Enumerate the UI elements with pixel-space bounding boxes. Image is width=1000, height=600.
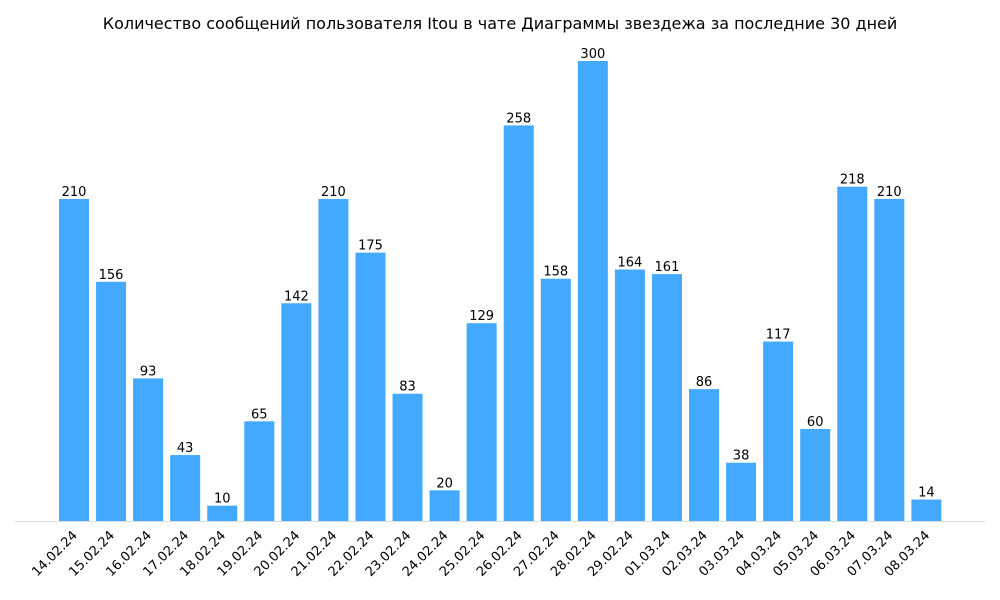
- bar-25.02.24: [466, 323, 497, 521]
- bar-23.02.24: [392, 393, 423, 521]
- value-label: 156: [99, 268, 124, 283]
- value-label: 218: [840, 173, 865, 188]
- value-label: 38: [733, 449, 750, 464]
- bar-14.02.24: [59, 199, 89, 521]
- value-label: 161: [655, 260, 680, 275]
- value-label: 210: [321, 185, 346, 200]
- value-label: 65: [251, 407, 268, 422]
- value-labels-group: 210 156 93 43 10 65 142 210 175 83 20 129 258 158 300 1…: [62, 47, 935, 507]
- value-label: 158: [543, 265, 568, 280]
- bar-03.03.24: [726, 462, 757, 521]
- value-label: 164: [617, 256, 642, 271]
- bar-27.02.24: [540, 278, 571, 521]
- value-label: 20: [436, 476, 453, 491]
- bar-18.02.24: [207, 505, 238, 521]
- value-label: 86: [696, 375, 713, 390]
- bar-04.03.24: [763, 341, 794, 521]
- chart-title: Количество сообщений пользователя Itou в…: [103, 14, 898, 33]
- bar-20.02.24: [281, 303, 312, 521]
- bar-07.03.24: [874, 199, 905, 521]
- value-label: 258: [506, 111, 531, 126]
- bar-06.03.24: [837, 186, 868, 522]
- value-label: 93: [140, 364, 157, 379]
- value-label: 60: [807, 415, 824, 430]
- bar-01.03.24: [651, 274, 682, 521]
- bar-21.02.24: [318, 199, 349, 521]
- bar-17.02.24: [170, 455, 201, 521]
- value-label: 43: [177, 441, 194, 456]
- bar-15.02.24: [96, 281, 127, 521]
- value-label: 142: [284, 289, 309, 304]
- bar-16.02.24: [133, 378, 164, 521]
- value-label: 117: [766, 328, 791, 343]
- bar-26.02.24: [503, 125, 534, 522]
- bar-08.03.24: [911, 499, 942, 521]
- bar-24.02.24: [429, 490, 460, 521]
- bar-05.03.24: [800, 429, 831, 521]
- bar-19.02.24: [244, 421, 275, 521]
- value-label: 10: [214, 492, 231, 507]
- value-label: 14: [918, 486, 935, 501]
- value-label: 175: [358, 239, 383, 254]
- value-label: 83: [399, 380, 416, 395]
- value-label: 300: [580, 47, 605, 62]
- bar-02.03.24: [689, 389, 720, 521]
- bar-29.02.24: [614, 269, 645, 521]
- bar-28.02.24: [577, 61, 608, 521]
- value-label: 210: [62, 185, 87, 200]
- value-label: 210: [877, 185, 902, 200]
- value-label: 129: [469, 309, 494, 324]
- x-tick-labels-group: 14.02.2415.02.2416.02.2417.02.2418.02.24…: [29, 528, 933, 580]
- bars-group: [59, 61, 942, 522]
- bar-22.02.24: [355, 252, 386, 522]
